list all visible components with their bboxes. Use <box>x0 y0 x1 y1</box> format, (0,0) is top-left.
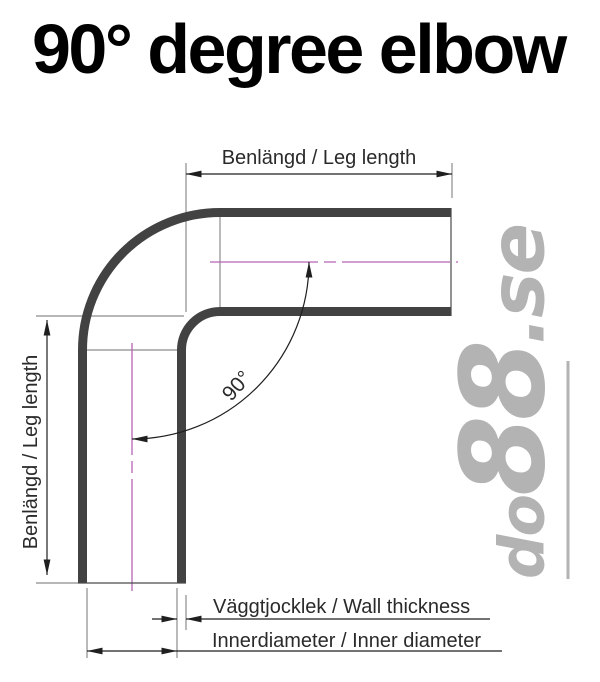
pipe-end-faces <box>78 208 452 584</box>
page-title: 90° degree elbow <box>32 10 567 88</box>
top-dimension-label: Benlängd / Leg length <box>221 147 417 169</box>
left-dimension-label: Benlängd / Leg length <box>20 354 42 550</box>
watermark-do88-logo: do 88 .se <box>436 224 572 580</box>
pipe-outer-wall <box>78 208 451 583</box>
inner-diameter-label: Innerdiameter / Inner diameter <box>212 630 482 652</box>
wall-thickness-label: Väggtjocklek / Wall thickness <box>213 596 471 618</box>
angle-arc-90 <box>131 261 313 443</box>
pipe-inner-wall <box>177 307 451 583</box>
watermark-underline <box>566 361 570 580</box>
pipe-walls <box>78 208 451 583</box>
dimension-lines <box>43 170 502 655</box>
watermark-number: 88 <box>436 344 572 497</box>
watermark-prefix: do <box>485 496 559 580</box>
watermark-suffix: .se <box>472 224 562 345</box>
extension-lines <box>36 163 453 658</box>
